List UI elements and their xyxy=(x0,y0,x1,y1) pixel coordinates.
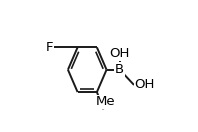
Text: OH: OH xyxy=(134,78,155,91)
Text: OH: OH xyxy=(109,47,130,60)
Text: F: F xyxy=(46,41,54,54)
Text: B: B xyxy=(115,63,124,76)
Text: Me: Me xyxy=(96,95,115,108)
